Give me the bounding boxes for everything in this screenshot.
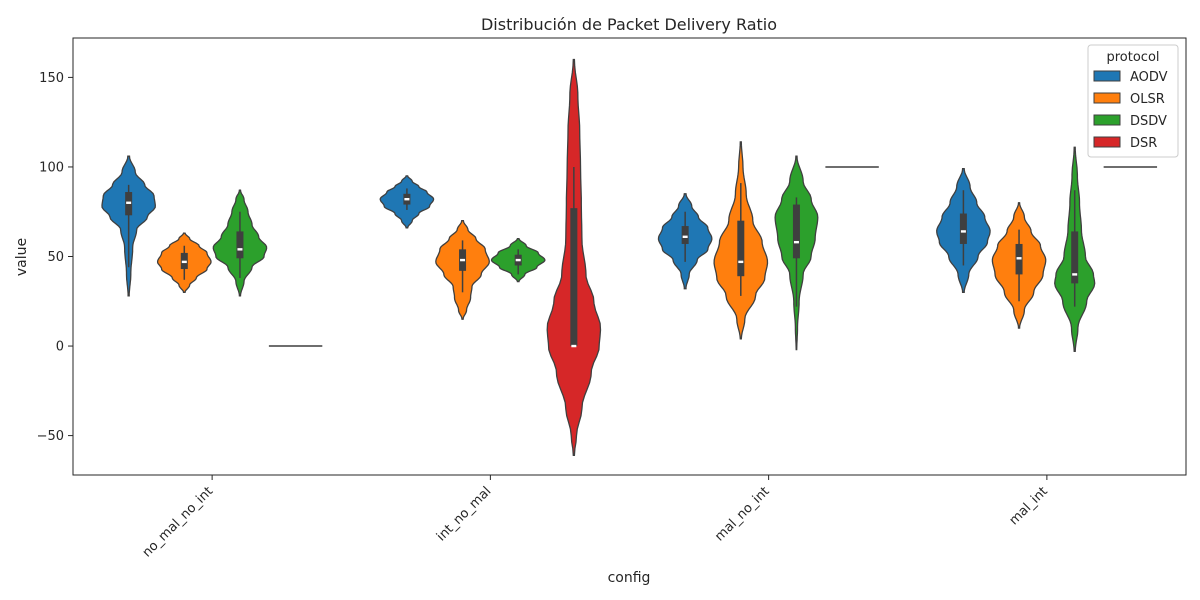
violin-dsdv-mal_int bbox=[1054, 146, 1096, 353]
violin-dsdv-mal_no_int bbox=[774, 155, 819, 351]
violin-median bbox=[404, 197, 410, 201]
violin-olsr-int_no_mal bbox=[435, 220, 490, 320]
legend-label-dsdv: DSDV bbox=[1130, 114, 1167, 129]
violin-dsdv-int_no_mal bbox=[490, 237, 546, 283]
legend-swatch-dsr bbox=[1093, 136, 1121, 148]
violin-median bbox=[1016, 257, 1022, 260]
violin-box bbox=[737, 220, 745, 277]
x-axis-title: config bbox=[608, 570, 651, 586]
y-axis-title: value bbox=[14, 238, 30, 276]
violin-box bbox=[792, 204, 800, 259]
violin-aodv-int_no_mal bbox=[379, 175, 435, 229]
violin-box bbox=[570, 208, 578, 347]
violin-median bbox=[460, 258, 466, 262]
violin-box bbox=[236, 231, 244, 259]
violin-olsr-mal_int bbox=[991, 202, 1047, 329]
legend-title: protocol bbox=[1106, 50, 1159, 65]
violin-median bbox=[738, 260, 744, 264]
violin-dsr-int_no_mal bbox=[546, 58, 602, 456]
legend-label-aodv: AODV bbox=[1130, 70, 1168, 85]
violin-median bbox=[682, 235, 688, 238]
y-tick-label: 100 bbox=[39, 160, 64, 175]
violin-aodv-mal_no_int bbox=[657, 193, 713, 290]
violin-median bbox=[126, 201, 132, 204]
violin-median bbox=[571, 344, 577, 348]
legend-label-dsr: DSR bbox=[1130, 136, 1157, 151]
violin-box bbox=[1071, 231, 1079, 284]
y-tick-label: 150 bbox=[39, 71, 64, 86]
x-tick-label: mal_no_int bbox=[712, 484, 772, 544]
violin-median bbox=[181, 260, 187, 264]
legend-label-olsr: OLSR bbox=[1130, 92, 1165, 107]
violin-median bbox=[793, 240, 799, 244]
violin-median bbox=[960, 230, 966, 233]
violin-aodv-no_mal_no_int bbox=[101, 155, 156, 297]
legend-swatch-aodv bbox=[1093, 70, 1121, 82]
x-tick-label: mal_int bbox=[1007, 484, 1051, 528]
legend-swatch-olsr bbox=[1093, 92, 1121, 104]
violin-median bbox=[237, 248, 243, 251]
violin-box bbox=[681, 226, 689, 244]
violin-olsr-no_mal_no_int bbox=[156, 232, 212, 293]
chart-title: Distribución de Packet Delivery Ratio bbox=[481, 15, 777, 34]
y-tick-label: 0 bbox=[56, 340, 64, 355]
y-tick-label: −50 bbox=[37, 429, 64, 444]
violin-olsr-mal_no_int bbox=[713, 141, 769, 340]
violin-median bbox=[515, 258, 521, 262]
legend-swatch-dsdv bbox=[1093, 114, 1121, 126]
violin-dsdv-no_mal_no_int bbox=[212, 189, 268, 297]
violin-median bbox=[1072, 273, 1078, 276]
x-tick-label: int_no_mal bbox=[434, 484, 494, 544]
violin-box bbox=[959, 213, 967, 244]
legend: protocol AODV OLSR DSDV DSR bbox=[1087, 44, 1179, 158]
y-tick-label: 50 bbox=[47, 250, 64, 265]
x-tick-label: no_mal_no_int bbox=[140, 484, 216, 560]
violin-aodv-mal_int bbox=[936, 168, 991, 293]
